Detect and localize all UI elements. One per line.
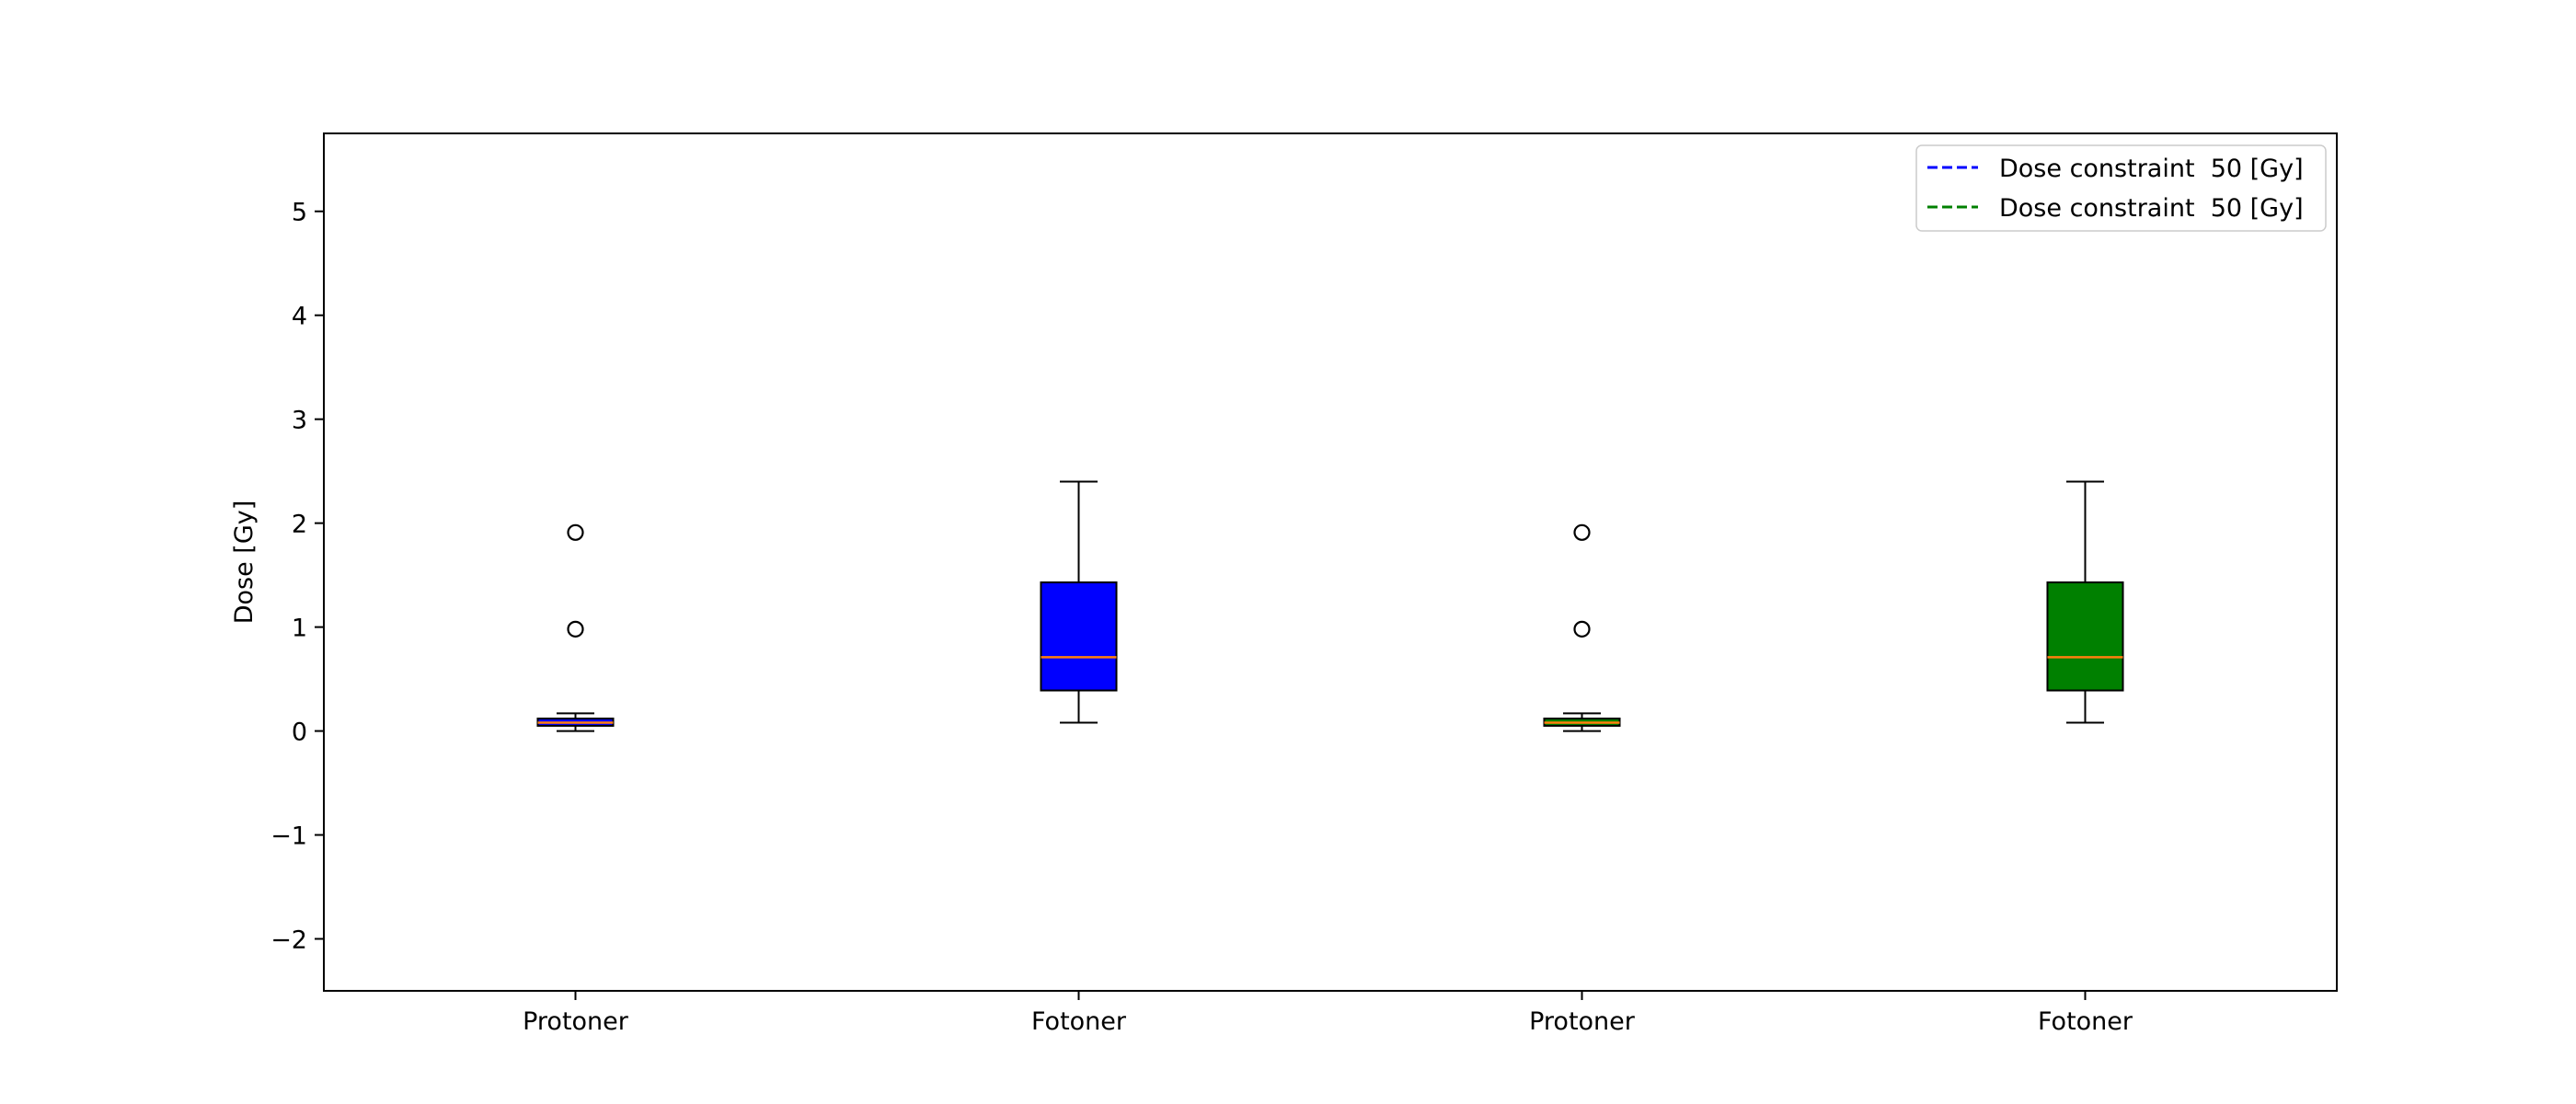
outlier-point	[1573, 620, 1591, 638]
box	[1040, 581, 1118, 692]
outlier-point	[567, 523, 584, 541]
legend: Dose constraint 50 [Gy] Dose constraint …	[1915, 144, 2327, 232]
legend-frame	[1915, 144, 2327, 232]
y-tick-label: 2	[292, 511, 307, 539]
x-tick-label: Fotoner	[1031, 1007, 1127, 1036]
y-axis: −2 −1 0 1 2 3 4 5	[270, 199, 324, 955]
outlier-point	[1573, 523, 1591, 541]
y-tick-label: 3	[292, 407, 307, 435]
box-group	[1543, 523, 1621, 732]
y-tick-label: 4	[292, 303, 307, 331]
box-group	[2046, 480, 2124, 724]
x-tick-label: Protoner	[1529, 1007, 1636, 1036]
x-tick-label: Protoner	[523, 1007, 629, 1036]
legend-label-green: Dose constraint 50 [Gy]	[1999, 194, 2304, 223]
outlier-point	[567, 620, 584, 638]
x-axis: Protoner Fotoner Protoner Fotoner	[523, 991, 2133, 1036]
legend-label-blue: Dose constraint 50 [Gy]	[1999, 155, 2304, 183]
plot-marks	[536, 480, 2124, 732]
y-tick-label: −2	[270, 926, 307, 955]
box	[2046, 581, 2124, 692]
box-group	[1040, 480, 1118, 724]
plot-frame	[323, 132, 2338, 992]
y-tick-label: −1	[270, 822, 307, 851]
x-tick-label: Fotoner	[2038, 1007, 2133, 1036]
box-group	[536, 523, 615, 732]
y-axis-label: Dose [Gy]	[230, 500, 259, 625]
y-tick-label: 1	[292, 615, 307, 643]
y-tick-label: 5	[292, 199, 307, 227]
y-tick-label: 0	[292, 719, 307, 747]
